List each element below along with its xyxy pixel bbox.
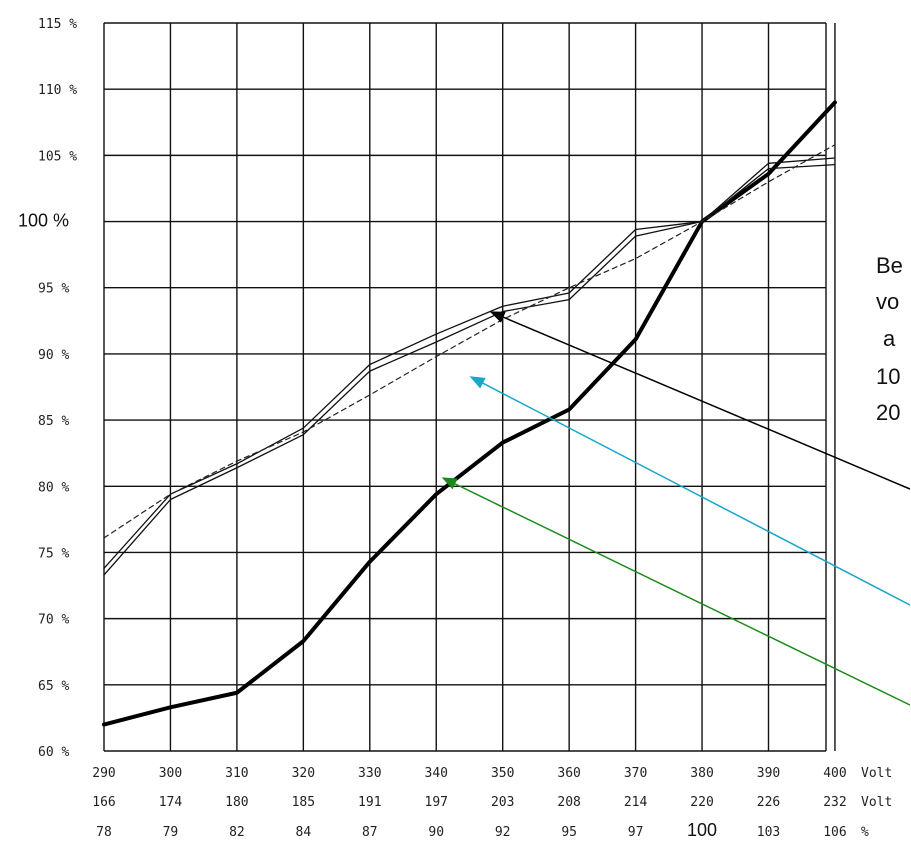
y-tick-label: 95 % [38, 282, 69, 297]
series-line-2 [103, 157, 836, 569]
x-row-unit-label: % [861, 825, 869, 840]
x-tick-label-percent: 78 [96, 825, 112, 840]
x-tick-label: 400 [823, 766, 846, 781]
x-tick-label-secondary: 174 [159, 795, 183, 810]
x-tick-label: 300 [159, 766, 182, 781]
side-annotation-text: Be vo a 10 20 [876, 253, 903, 425]
x-tick-label: 390 [757, 766, 780, 781]
x-tick-label-percent: 103 [757, 825, 780, 840]
y-tick-label: 90 % [38, 348, 69, 363]
x-tick-label: 320 [292, 766, 315, 781]
x-row-unit-label: Volt [861, 795, 892, 810]
x-tick-label: 350 [491, 766, 514, 781]
chart-grid [103, 22, 836, 752]
y-tick-label: 60 % [38, 745, 69, 760]
x-tick-label-secondary: 226 [757, 795, 780, 810]
y-tick-label: 85 % [38, 414, 69, 429]
x-tick-label-secondary: 197 [425, 795, 448, 810]
x-tick-label: 290 [92, 766, 115, 781]
side-text-line: a [883, 326, 896, 351]
series-line-4 [103, 144, 836, 539]
y-tick-label: 105 % [38, 149, 77, 164]
x-tick-label-percent: 92 [495, 825, 511, 840]
annotation-arrow-black [489, 311, 911, 490]
series-line-1 [102, 100, 837, 727]
x-tick-label-secondary: 208 [557, 795, 580, 810]
x-tick-label: 310 [225, 766, 248, 781]
x-tick-labels: 290 300 310 320 330 340 350 360 370 380 390 400 166 1… [92, 766, 892, 840]
annotation-arrow-green [441, 477, 911, 706]
x-tick-label-secondary: 214 [624, 795, 648, 810]
x-tick-label: 360 [557, 766, 580, 781]
x-tick-label-percent: 100 [687, 820, 717, 840]
series-line-3 [103, 163, 836, 576]
side-text-line: 20 [876, 400, 900, 425]
x-tick-label-secondary: 180 [225, 795, 248, 810]
y-tick-label: 80 % [38, 480, 69, 495]
x-tick-label-percent: 97 [628, 825, 644, 840]
x-tick-label-secondary: 185 [292, 795, 315, 810]
y-tick-label: 75 % [38, 546, 69, 561]
side-text-line: vo [876, 289, 899, 314]
x-tick-label: 380 [690, 766, 713, 781]
x-tick-label-secondary: 232 [823, 795, 846, 810]
x-tick-label-percent: 87 [362, 825, 378, 840]
side-text-line: Be [876, 253, 903, 278]
x-tick-label-percent: 95 [561, 825, 577, 840]
x-row-unit-label: Volt [861, 766, 892, 781]
x-tick-label-secondary: 191 [358, 795, 381, 810]
annotation-arrow-cyan [469, 376, 911, 606]
x-tick-label: 370 [624, 766, 647, 781]
side-text-line: 10 [876, 364, 900, 389]
x-tick-label-secondary: 166 [92, 795, 115, 810]
x-tick-label-secondary: 220 [690, 795, 713, 810]
x-tick-label-percent: 90 [428, 825, 444, 840]
x-tick-label-percent: 84 [296, 825, 312, 840]
x-tick-label-percent: 79 [163, 825, 179, 840]
x-tick-label: 330 [358, 766, 381, 781]
y-tick-label: 110 % [38, 83, 77, 98]
y-tick-labels: 60 % 65 % 70 % 75 % 80 % 85 % 90 % 95 % 100 % 105… [18, 17, 77, 760]
series-layer [102, 100, 837, 727]
x-tick-label-percent: 82 [229, 825, 245, 840]
y-tick-label: 115 % [38, 17, 77, 32]
x-tick-label: 340 [425, 766, 448, 781]
y-tick-label: 70 % [38, 613, 69, 628]
x-tick-label-percent: 106 [823, 825, 846, 840]
y-tick-label: 100 % [18, 211, 69, 231]
y-tick-label: 65 % [38, 679, 69, 694]
x-tick-label-secondary: 203 [491, 795, 514, 810]
